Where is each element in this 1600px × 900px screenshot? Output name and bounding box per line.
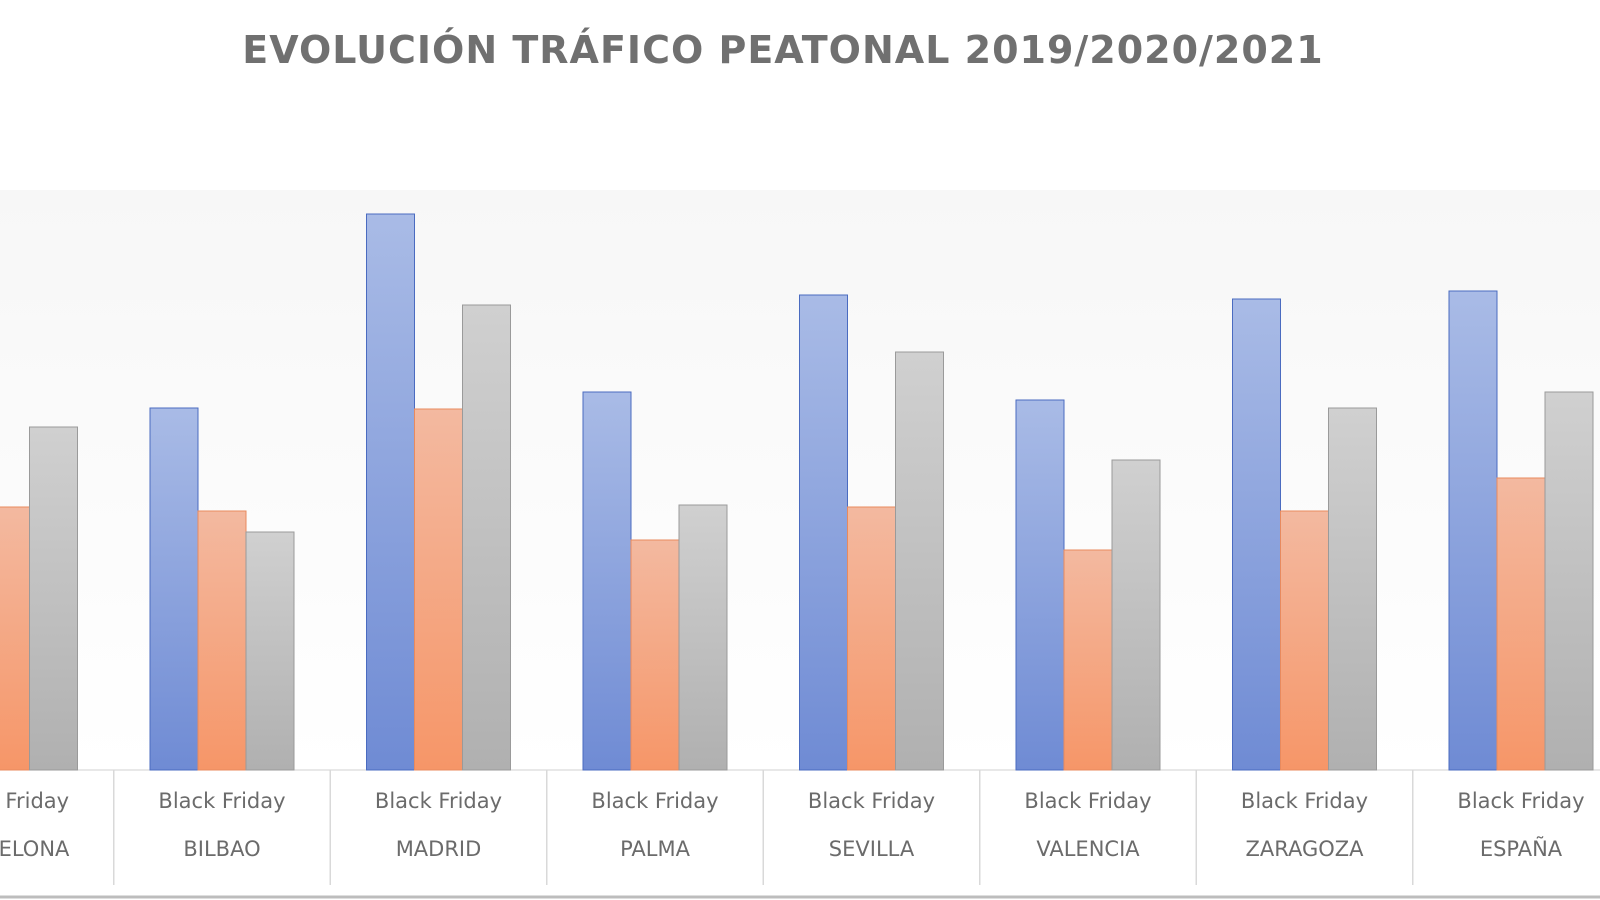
bar-madrid-series-2 bbox=[414, 408, 463, 771]
x-tick-label-valencia: VALENCIA bbox=[1036, 837, 1140, 861]
x-tick-sublabel: Black Friday bbox=[1024, 789, 1151, 813]
bar-españa-series-3 bbox=[1544, 391, 1594, 771]
bar-palma-series-1 bbox=[582, 391, 632, 771]
bar-bilbao-series-2 bbox=[197, 510, 247, 771]
bar-madrid-series-3 bbox=[462, 304, 511, 771]
bar-valencia-series-3 bbox=[1111, 459, 1161, 771]
bar-barcelona-series-3 bbox=[29, 426, 78, 771]
x-tick-label-madrid: MADRID bbox=[396, 837, 482, 861]
bar-valencia-series-1 bbox=[1015, 399, 1065, 771]
bar-españa-series-1 bbox=[1448, 290, 1498, 771]
bar-zaragoza-series-1 bbox=[1232, 298, 1281, 771]
x-tick-sublabel: Black Friday bbox=[1457, 789, 1584, 813]
x-tick-sublabel: Black Friday bbox=[808, 789, 935, 813]
bar-madrid-series-1 bbox=[366, 213, 415, 771]
x-tick-label-barcelona: BARCELONA bbox=[0, 837, 70, 861]
bar-palma-series-2 bbox=[630, 539, 680, 771]
x-tick-sublabel: Black Friday bbox=[1241, 789, 1368, 813]
bar-sevilla-series-2 bbox=[847, 506, 896, 771]
x-tick-label-zaragoza: ZARAGOZA bbox=[1245, 837, 1364, 861]
bar-sevilla-series-1 bbox=[799, 294, 848, 771]
x-tick-sublabel: Black Friday bbox=[375, 789, 502, 813]
chart-title: EVOLUCIÓN TRÁFICO PEATONAL 2019/2020/202… bbox=[242, 28, 1324, 72]
x-tick-label-palma: PALMA bbox=[620, 837, 691, 861]
bar-bilbao-series-3 bbox=[245, 531, 295, 771]
x-tick-sublabel: Black Friday bbox=[591, 789, 718, 813]
bar-zaragoza-series-3 bbox=[1328, 407, 1377, 771]
bar-sevilla-series-3 bbox=[895, 351, 944, 771]
bar-barcelona-series-2 bbox=[0, 506, 30, 771]
bar-valencia-series-2 bbox=[1063, 549, 1113, 771]
x-tick-label-bilbao: BILBAO bbox=[183, 837, 260, 861]
x-tick-label-sevilla: SEVILLA bbox=[829, 837, 915, 861]
x-tick-label-españa: ESPAÑA bbox=[1480, 835, 1563, 861]
x-tick-sublabel: Black Friday bbox=[0, 789, 69, 813]
bar-palma-series-3 bbox=[678, 504, 728, 771]
x-tick-sublabel: Black Friday bbox=[158, 789, 285, 813]
bar-españa-series-2 bbox=[1496, 477, 1546, 771]
bar-zaragoza-series-2 bbox=[1280, 510, 1329, 771]
bar-bilbao-series-1 bbox=[149, 407, 199, 771]
